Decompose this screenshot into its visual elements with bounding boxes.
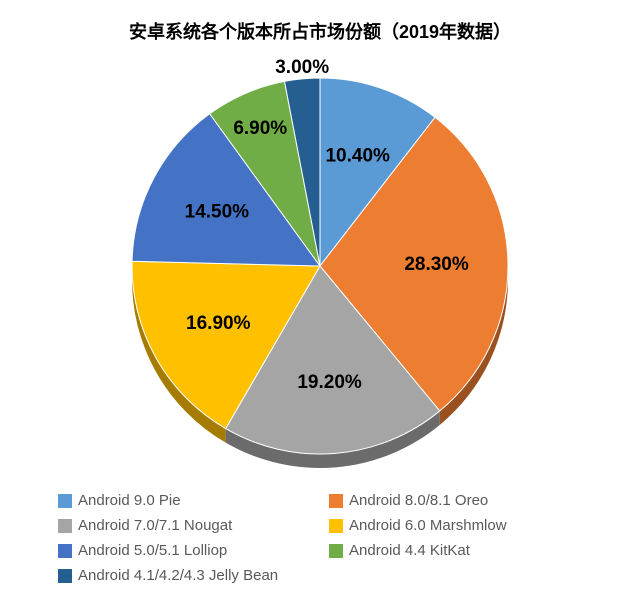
legend: Android 9.0 Pie Android 8.0/8.1 Oreo Andro… [58,492,600,592]
legend-swatch [329,519,343,533]
legend-item: Android 7.0/7.1 Nougat [58,517,329,534]
legend-swatch [58,569,72,583]
legend-item: Android 9.0 Pie [58,492,329,509]
legend-label: Android 4.1/4.2/4.3 Jelly Bean [78,567,278,584]
pie-slice-label: 16.90% [186,313,251,334]
legend-item: Android 6.0 Marshmlow [329,517,600,534]
legend-label: Android 5.0/5.1 Lolliop [78,542,227,559]
legend-label: Android 7.0/7.1 Nougat [78,517,232,534]
pie-chart: 10.40% 28.30% 19.20% 16.90% 14.50% 6.90% 3.00% [0,56,640,476]
legend-item: Android 8.0/8.1 Oreo [329,492,600,509]
pie-slice-label: 6.90% [233,118,287,139]
legend-label: Android 4.4 KitKat [349,542,470,559]
legend-swatch [329,494,343,508]
legend-label: Android 9.0 Pie [78,492,181,509]
legend-swatch [58,544,72,558]
pie-area: 10.40% 28.30% 19.20% 16.90% 14.50% 6.90% 3.00% [0,56,640,476]
legend-label: Android 8.0/8.1 Oreo [349,492,488,509]
legend-item: Android 4.1/4.2/4.3 Jelly Bean [58,567,329,584]
legend-label: Android 6.0 Marshmlow [349,517,507,534]
pie-slice-label: 3.00% [275,57,329,78]
legend-swatch [58,494,72,508]
pie-slice-label: 28.30% [404,254,469,275]
chart-container: 安卓系统各个版本所占市场份额（2019年数据） 10.40% 28.30% 19.2… [0,0,640,606]
chart-title: 安卓系统各个版本所占市场份额（2019年数据） [0,18,640,44]
pie-slice-label: 10.40% [325,146,390,167]
legend-swatch [329,544,343,558]
legend-swatch [58,519,72,533]
pie-slice-label: 19.20% [297,372,362,393]
legend-item: Android 4.4 KitKat [329,542,600,559]
pie-slice-label: 14.50% [185,202,250,223]
legend-item: Android 5.0/5.1 Lolliop [58,542,329,559]
